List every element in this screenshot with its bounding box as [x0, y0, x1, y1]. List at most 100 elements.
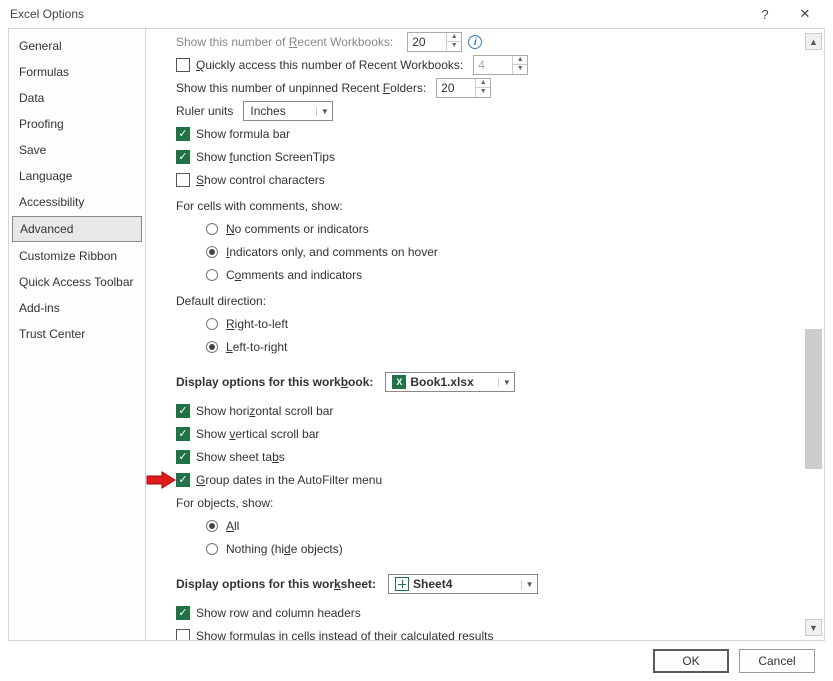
scroll-up-button[interactable]: ▲ [805, 33, 822, 50]
workbook-combo[interactable]: XBook1.xlsx ▼ [385, 372, 515, 392]
category-sidebar: General Formulas Data Proofing Save Lang… [8, 28, 146, 641]
sidebar-item-addins[interactable]: Add-ins [9, 295, 145, 321]
dialog-footer: OK Cancel [0, 641, 833, 681]
worksheet-icon [395, 577, 409, 591]
quick-access-value: 4 [474, 58, 512, 72]
objects-header: For objects, show: [176, 492, 806, 514]
direction-ltr-radio[interactable] [206, 341, 218, 353]
ok-button[interactable]: OK [653, 649, 729, 673]
row-col-headers-checkbox[interactable] [176, 606, 190, 620]
show-formula-bar-label: Show formula bar [196, 127, 290, 141]
quick-access-row: Quickly access this number of Recent Wor… [176, 54, 806, 76]
worksheet-section-label: Display options for this worksheet: [176, 577, 376, 591]
cancel-button[interactable]: Cancel [739, 649, 815, 673]
help-button[interactable]: ? [745, 0, 785, 28]
sheet-tabs-row: Show sheet tabs [176, 446, 806, 468]
direction-rtl-row: Right-to-left [176, 313, 806, 335]
dialog-title: Excel Options [10, 7, 745, 21]
objects-all-label: All [226, 519, 239, 533]
sidebar-item-general[interactable]: General [9, 33, 145, 59]
show-screentips-label: Show function ScreenTips [196, 150, 335, 164]
comments-both-label: Comments and indicators [226, 268, 362, 282]
quick-access-label: Quickly access this number of Recent Wor… [196, 58, 463, 72]
comments-none-label: No comments or indicators [226, 222, 369, 236]
comments-header: For cells with comments, show: [176, 195, 806, 217]
chevron-down-icon: ▼ [498, 378, 514, 387]
row-col-headers-row: Show row and column headers [176, 602, 806, 624]
objects-all-row: All [176, 515, 806, 537]
comments-none-radio[interactable] [206, 223, 218, 235]
show-formulas-row: Show formulas in cells instead of their … [176, 625, 806, 641]
chevron-down-icon: ▼ [521, 580, 537, 589]
show-formulas-checkbox[interactable] [176, 629, 190, 641]
sidebar-item-advanced[interactable]: Advanced [12, 216, 142, 242]
objects-all-radio[interactable] [206, 520, 218, 532]
worksheet-combo-value: Sheet4 [389, 577, 458, 591]
objects-nothing-radio[interactable] [206, 543, 218, 555]
close-button[interactable]: ✕ [785, 0, 825, 28]
objects-nothing-label: Nothing (hide objects) [226, 542, 343, 556]
chevron-down-icon: ▼ [316, 107, 332, 116]
v-scroll-checkbox[interactable] [176, 427, 190, 441]
scroll-thumb[interactable] [805, 329, 822, 469]
sidebar-item-formulas[interactable]: Formulas [9, 59, 145, 85]
comments-both-radio[interactable] [206, 269, 218, 281]
recent-workbooks-value: 20 [408, 35, 446, 49]
direction-header: Default direction: [176, 290, 806, 312]
recent-folders-label: Show this number of unpinned Recent Fold… [176, 81, 426, 95]
sidebar-item-quick-access[interactable]: Quick Access Toolbar [9, 269, 145, 295]
sidebar-item-accessibility[interactable]: Accessibility [9, 189, 145, 215]
comments-opt-both: Comments and indicators [176, 264, 806, 286]
group-dates-row: Group dates in the AutoFilter menu [176, 469, 806, 491]
ruler-units-label: Ruler units [176, 104, 233, 118]
h-scroll-checkbox[interactable] [176, 404, 190, 418]
workbook-section-label: Display options for this workbook: [176, 375, 373, 389]
ruler-units-row: Ruler units Inches ▼ [176, 100, 806, 122]
sidebar-item-save[interactable]: Save [9, 137, 145, 163]
h-scroll-label: Show horizontal scroll bar [196, 404, 333, 418]
spinner-buttons[interactable]: ▲▼ [446, 33, 461, 51]
show-control-chars-checkbox[interactable] [176, 173, 190, 187]
sheet-tabs-label: Show sheet tabs [196, 450, 285, 464]
ruler-units-combo[interactable]: Inches ▼ [243, 101, 333, 121]
show-control-chars-label: Show control characters [196, 173, 325, 187]
recent-workbooks-label: Show this number of Recent Workbooks: [176, 35, 393, 49]
info-icon[interactable]: i [468, 35, 482, 49]
recent-folders-spinner[interactable]: 20 ▲▼ [436, 78, 491, 98]
row-col-headers-label: Show row and column headers [196, 606, 361, 620]
sidebar-item-customize-ribbon[interactable]: Customize Ribbon [9, 243, 145, 269]
comments-indicators-radio[interactable] [206, 246, 218, 258]
comments-opt-none: No comments or indicators [176, 218, 806, 240]
recent-workbooks-spinner[interactable]: 20 ▲▼ [407, 32, 462, 52]
recent-folders-row: Show this number of unpinned Recent Fold… [176, 77, 806, 99]
worksheet-section-header: Display options for this worksheet: Shee… [176, 574, 806, 594]
group-dates-checkbox[interactable] [176, 473, 190, 487]
direction-ltr-row: Left-to-right [176, 336, 806, 358]
comments-opt-indicators: Indicators only, and comments on hover [176, 241, 806, 263]
show-control-chars-row: Show control characters [176, 169, 806, 191]
direction-ltr-label: Left-to-right [226, 340, 287, 354]
group-dates-label: Group dates in the AutoFilter menu [196, 473, 382, 487]
v-scroll-row: Show vertical scroll bar [176, 423, 806, 445]
ruler-units-value: Inches [244, 104, 291, 118]
sidebar-item-data[interactable]: Data [9, 85, 145, 111]
sidebar-item-language[interactable]: Language [9, 163, 145, 189]
workbook-section-header: Display options for this workbook: XBook… [176, 372, 806, 392]
sidebar-item-trust-center[interactable]: Trust Center [9, 321, 145, 347]
h-scroll-row: Show horizontal scroll bar [176, 400, 806, 422]
show-formulas-label: Show formulas in cells instead of their … [196, 629, 493, 641]
show-formula-bar-row: Show formula bar [176, 123, 806, 145]
spinner-buttons[interactable]: ▲▼ [475, 79, 490, 97]
show-screentips-row: Show function ScreenTips [176, 146, 806, 168]
sheet-tabs-checkbox[interactable] [176, 450, 190, 464]
show-formula-bar-checkbox[interactable] [176, 127, 190, 141]
red-arrow-icon [146, 470, 176, 490]
quick-access-checkbox[interactable] [176, 58, 190, 72]
scroll-down-button[interactable]: ▼ [805, 619, 822, 636]
worksheet-combo[interactable]: Sheet4 ▼ [388, 574, 538, 594]
excel-file-icon: X [392, 375, 406, 389]
dialog-body: General Formulas Data Proofing Save Lang… [0, 28, 833, 641]
direction-rtl-radio[interactable] [206, 318, 218, 330]
sidebar-item-proofing[interactable]: Proofing [9, 111, 145, 137]
show-screentips-checkbox[interactable] [176, 150, 190, 164]
